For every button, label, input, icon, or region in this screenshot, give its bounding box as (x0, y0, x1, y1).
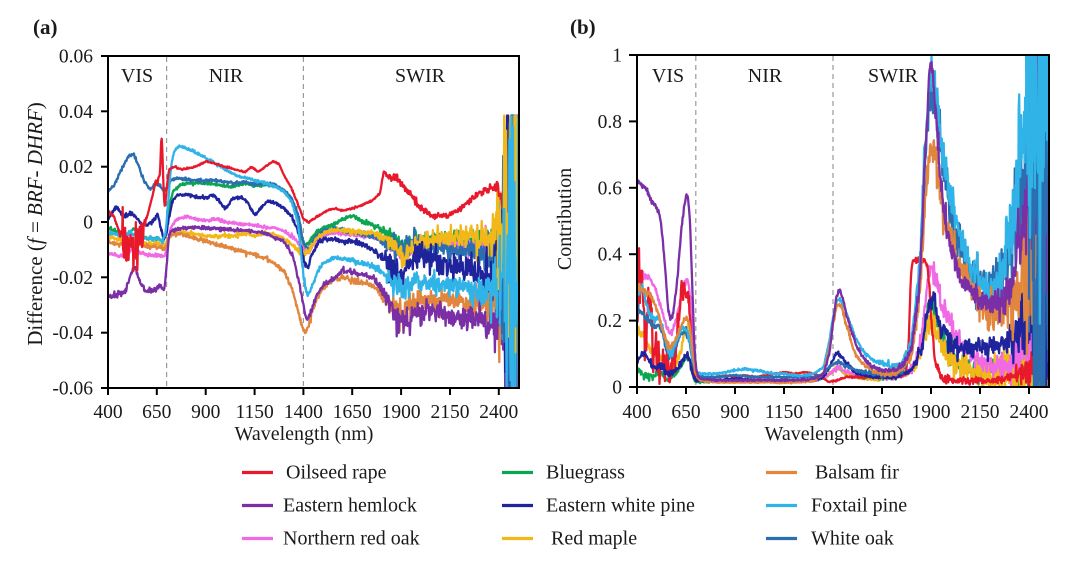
svg-text:400: 400 (622, 402, 651, 423)
svg-text:NIR: NIR (748, 65, 783, 87)
svg-text:Red maple: Red maple (551, 528, 637, 550)
svg-text:-0.02: -0.02 (52, 268, 93, 289)
svg-text:2400: 2400 (479, 402, 518, 423)
svg-text:Eastern hemlock: Eastern hemlock (283, 495, 417, 517)
svg-text:1400: 1400 (814, 402, 853, 423)
svg-text:1650: 1650 (863, 402, 902, 423)
svg-text:(b): (b) (570, 15, 596, 39)
svg-text:VIS: VIS (121, 65, 153, 87)
svg-text:1150: 1150 (765, 402, 803, 423)
svg-text:650: 650 (142, 402, 171, 423)
svg-text:0.4: 0.4 (598, 245, 623, 266)
svg-text:NIR: NIR (209, 65, 244, 87)
svg-text:Oilseed rape: Oilseed rape (286, 462, 387, 484)
svg-text:Wavelength (nm): Wavelength (nm) (765, 423, 904, 445)
svg-text:Balsam fir: Balsam fir (815, 462, 899, 484)
svg-text:2400: 2400 (1010, 402, 1049, 423)
svg-text:0.02: 0.02 (59, 157, 93, 178)
svg-text:1: 1 (612, 46, 622, 67)
svg-text:SWIR: SWIR (395, 65, 446, 87)
svg-text:Contribution: Contribution (554, 168, 576, 270)
svg-text:-0.04: -0.04 (52, 323, 93, 344)
svg-text:0.06: 0.06 (59, 47, 93, 68)
svg-text:900: 900 (191, 402, 220, 423)
svg-text:Foxtail pine: Foxtail pine (811, 495, 907, 517)
svg-text:Wavelength (nm): Wavelength (nm) (235, 423, 374, 445)
svg-text:1900: 1900 (382, 402, 421, 423)
svg-text:1150: 1150 (235, 402, 273, 423)
svg-text:(a): (a) (33, 15, 58, 39)
svg-text:1650: 1650 (333, 402, 372, 423)
svg-text:SWIR: SWIR (868, 65, 919, 87)
svg-text:900: 900 (720, 402, 749, 423)
svg-text:1900: 1900 (912, 402, 951, 423)
svg-text:-0.06: -0.06 (52, 379, 93, 400)
svg-text:VIS: VIS (652, 65, 684, 87)
svg-text:Eastern white pine: Eastern white pine (546, 495, 695, 517)
svg-text:650: 650 (671, 402, 700, 423)
svg-text:0.6: 0.6 (598, 178, 623, 199)
svg-text:0: 0 (612, 378, 622, 399)
svg-text:White oak: White oak (811, 528, 894, 550)
svg-text:Northern red oak: Northern red oak (283, 528, 420, 550)
svg-text:Bluegrass: Bluegrass (546, 462, 625, 484)
svg-text:Difference (f = BRF- DHRF): Difference (f = BRF- DHRF) (23, 102, 47, 346)
svg-text:1400: 1400 (284, 402, 323, 423)
svg-text:2150: 2150 (431, 402, 470, 423)
svg-text:0.8: 0.8 (598, 112, 622, 133)
svg-text:0.2: 0.2 (598, 311, 622, 332)
svg-text:400: 400 (93, 402, 122, 423)
svg-text:2150: 2150 (961, 402, 1000, 423)
svg-text:0.04: 0.04 (59, 102, 93, 123)
svg-text:0: 0 (83, 213, 93, 234)
